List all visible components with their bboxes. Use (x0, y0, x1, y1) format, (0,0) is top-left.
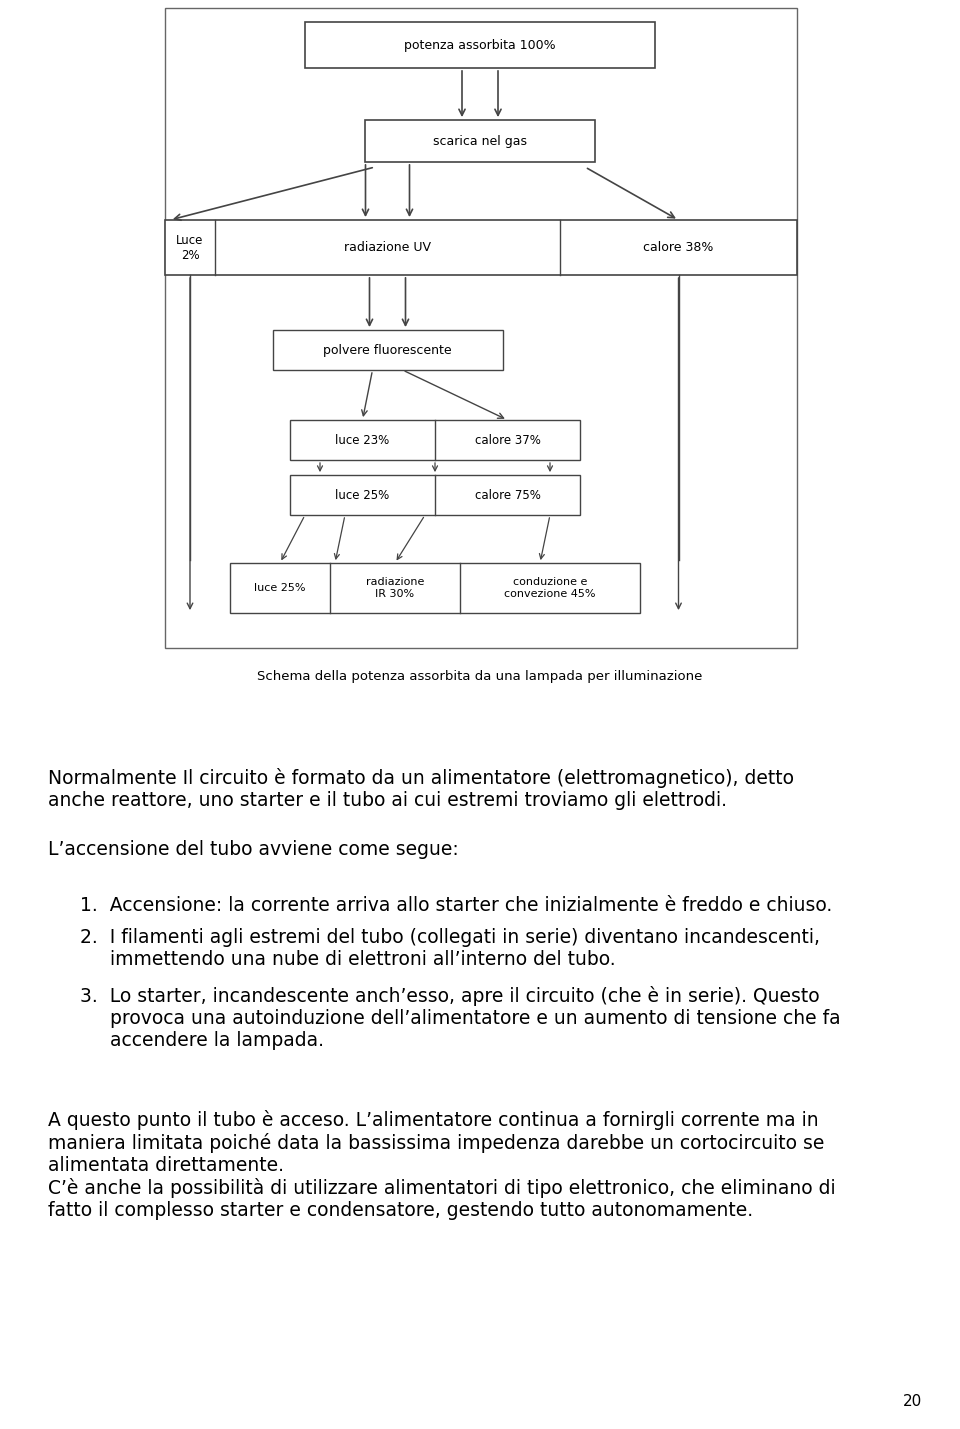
Bar (273, 330, 502, 370)
Bar (365, 120, 595, 161)
Text: scarica nel gas: scarica nel gas (433, 134, 527, 147)
Text: 1.  Accensione: la corrente arriva allo starter che inizialmente è freddo e chiu: 1. Accensione: la corrente arriva allo s… (80, 896, 832, 915)
Text: polvere fluorescente: polvere fluorescente (324, 343, 452, 356)
Text: Schema della potenza assorbita da una lampada per illuminazione: Schema della potenza assorbita da una la… (257, 670, 703, 683)
Text: A questo punto il tubo è acceso. L’alimentatore continua a fornirgli corrente ma: A questo punto il tubo è acceso. L’alime… (48, 1110, 835, 1220)
Text: luce 25%: luce 25% (335, 489, 390, 502)
Bar (290, 420, 580, 460)
Bar (165, 220, 797, 274)
Text: 3.  Lo starter, incandescente anch’esso, apre il circuito (che è in serie). Ques: 3. Lo starter, incandescente anch’esso, … (80, 986, 841, 1050)
Text: radiazione UV: radiazione UV (344, 242, 431, 254)
Text: calore 75%: calore 75% (474, 489, 540, 502)
Text: radiazione
IR 30%: radiazione IR 30% (366, 577, 424, 599)
Bar (165, 9, 797, 647)
Text: 20: 20 (902, 1393, 922, 1409)
Text: conduzione e
convezione 45%: conduzione e convezione 45% (504, 577, 596, 599)
Bar (290, 474, 580, 514)
Text: calore 37%: calore 37% (474, 433, 540, 446)
Text: Normalmente Il circuito è formato da un alimentatore (elettromagnetico), detto
a: Normalmente Il circuito è formato da un … (48, 767, 794, 810)
Text: L’accensione del tubo avviene come segue:: L’accensione del tubo avviene come segue… (48, 840, 459, 859)
Bar (305, 21, 655, 69)
Bar (230, 563, 640, 613)
Text: calore 38%: calore 38% (643, 242, 713, 254)
Text: Luce
2%: Luce 2% (177, 233, 204, 262)
Text: luce 25%: luce 25% (254, 583, 305, 593)
Text: 2.  I filamenti agli estremi del tubo (collegati in serie) diventano incandescen: 2. I filamenti agli estremi del tubo (co… (80, 927, 820, 969)
Text: potenza assorbita 100%: potenza assorbita 100% (404, 39, 556, 51)
Text: luce 23%: luce 23% (335, 433, 390, 446)
